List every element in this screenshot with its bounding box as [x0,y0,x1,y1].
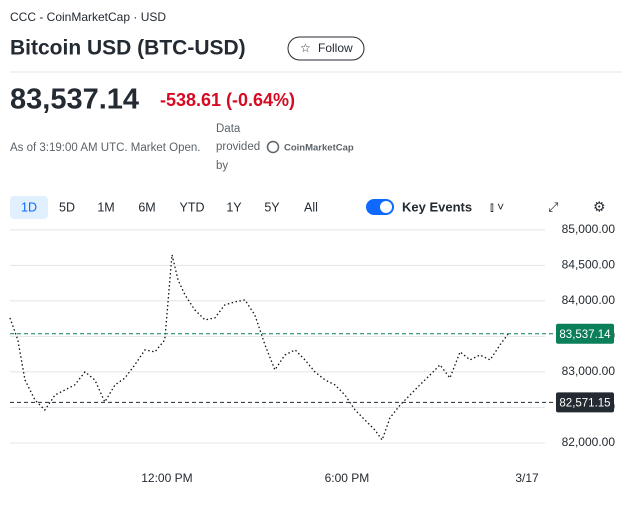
y-tick-label: 83,000.00 [562,364,616,378]
key-events[interactable]: Key Events [402,199,472,214]
x-tick-label: 6:00 PM [325,471,370,485]
change: -538.61 [160,90,221,110]
follow-label[interactable]: Follow [318,41,353,55]
follow-star[interactable]: ☆ [300,41,311,55]
settings-icon[interactable]: ⚙ [593,199,606,215]
range-active-bg [10,196,48,219]
range-button[interactable]: 6M [138,200,155,214]
chart: 85,000.0084,500.0084,000.0083,500.0083,0… [9,222,616,485]
provider: CoinMarketCap [284,143,354,154]
y-tick-label: 85,000.00 [562,222,616,236]
provider-logo [266,140,280,154]
x-tick-label: 3/17 [515,471,539,485]
reference-label-box [556,392,614,413]
y-tick-label: 82,000.00 [562,435,616,449]
x-tick-label: 12:00 PM [141,471,192,485]
follow-outline[interactable] [287,36,365,61]
y-tick-label: 84,000.00 [562,293,616,307]
data-provided: provided [216,141,260,153]
data-provided: Data [216,123,241,135]
reference-label: 82,571.15 [559,397,610,409]
y-tick-label: 84,500.00 [562,258,616,272]
reference-label: 83,537.14 [559,329,611,341]
expand-icon[interactable]: ⤢ [548,199,558,214]
range-button[interactable]: All [304,200,318,214]
follow-button[interactable]: ☆ Follow [287,36,365,61]
range-button[interactable]: 5D [59,200,75,214]
indicator-icon[interactable]: ⫾ ˅ [490,200,504,214]
title: Bitcoin USD (BTC-USD) [10,37,246,60]
data-provided: by [216,160,228,172]
toggle-knob[interactable] [380,201,392,213]
range-button[interactable]: 5Y [264,200,280,214]
range-button[interactable]: 1Y [226,200,242,214]
as-of: As of 3:19:00 AM UTC. Market Open. [10,142,200,154]
price-line [9,254,509,442]
range-button[interactable]: YTD [180,200,205,214]
key-events-toggle[interactable]: Key Events [366,199,472,215]
breadcrumb: CCC - CoinMarketCap · USD [10,10,166,24]
range-button[interactable]: 1M [97,200,114,214]
price: 83,537.14 [10,84,139,116]
range-button[interactable]: 1D [21,200,37,214]
reference-label-box [556,323,614,344]
change-pct: (-0.64%) [226,90,295,110]
